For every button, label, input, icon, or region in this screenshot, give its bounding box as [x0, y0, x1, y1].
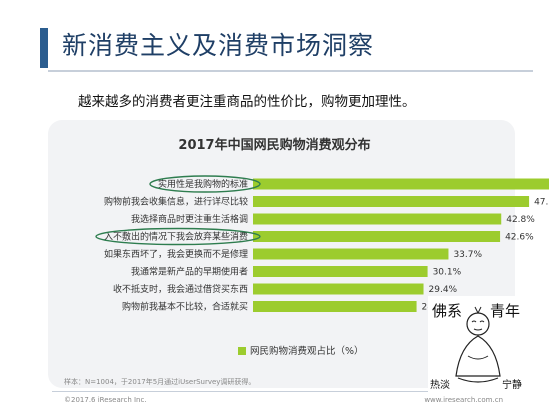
category-label: 我选择商品时更注重生活格调: [131, 213, 248, 225]
title-divider: [48, 70, 533, 72]
category-label: 购物前我会收集信息，进行详尽比较: [104, 196, 248, 208]
category-label: 我通常是新产品的早期使用者: [131, 266, 248, 278]
category-label: 收不抵支时，我会通过借贷买东西: [113, 283, 248, 295]
bar: [253, 283, 424, 295]
legend-label: 网民购物消费观占比（%）: [250, 346, 364, 357]
bar: [253, 301, 417, 312]
bar: [253, 213, 502, 225]
highlight-ellipse: [149, 175, 261, 193]
svg-text:青年: 青年: [490, 302, 520, 320]
category-label: 如果东西坏了，我会更换而不是修理: [104, 248, 248, 260]
svg-text:宁静: 宁静: [502, 378, 522, 391]
bar: [253, 178, 549, 190]
title-accent-block: [40, 28, 48, 68]
website-text: www.iresearch.com.cn: [424, 396, 503, 404]
bar: [253, 266, 428, 277]
footer-divider: [52, 391, 522, 392]
chart-legend: 网民购物消费观占比（%）: [238, 343, 364, 357]
value-label: 42.6%: [505, 233, 534, 243]
value-label: 33.7%: [453, 250, 482, 260]
svg-text:佛系: 佛系: [432, 302, 462, 320]
slide-subtitle: 越来越多的消费者更注重商品的性价比，购物更加理性。: [78, 94, 416, 110]
category-label: 入不敷出的情况下我会放弃某些消费: [104, 231, 248, 243]
value-label: 29.4%: [429, 285, 458, 295]
source-note: 样本：N=1004，于2017年5月通过iUserSurvey调研获得。: [64, 378, 256, 386]
buddha-cartoon-image: 佛系 青年 热淡 宁静: [428, 296, 528, 392]
value-label: 47.6%: [534, 198, 549, 208]
category-label: 实用性是我购物的标准: [158, 178, 248, 190]
highlight-ellipse: [95, 227, 261, 246]
bar: [253, 231, 501, 242]
copyright-text: ©2017.6 iResearch Inc.: [64, 396, 147, 404]
legend-swatch: [238, 347, 246, 355]
chart-title: 2017年中国网民购物消费观分布: [178, 138, 371, 153]
slide-title: 新消费主义及消费市场洞察: [62, 31, 375, 60]
svg-text:热淡: 热淡: [430, 378, 450, 391]
bar: [253, 196, 530, 207]
value-label: 42.8%: [506, 215, 535, 225]
category-label: 购物前我基本不比较，合适就买: [122, 301, 248, 313]
value-label: 30.1%: [433, 268, 462, 278]
bar: [253, 248, 449, 260]
slide-margin: [0, 0, 48, 412]
